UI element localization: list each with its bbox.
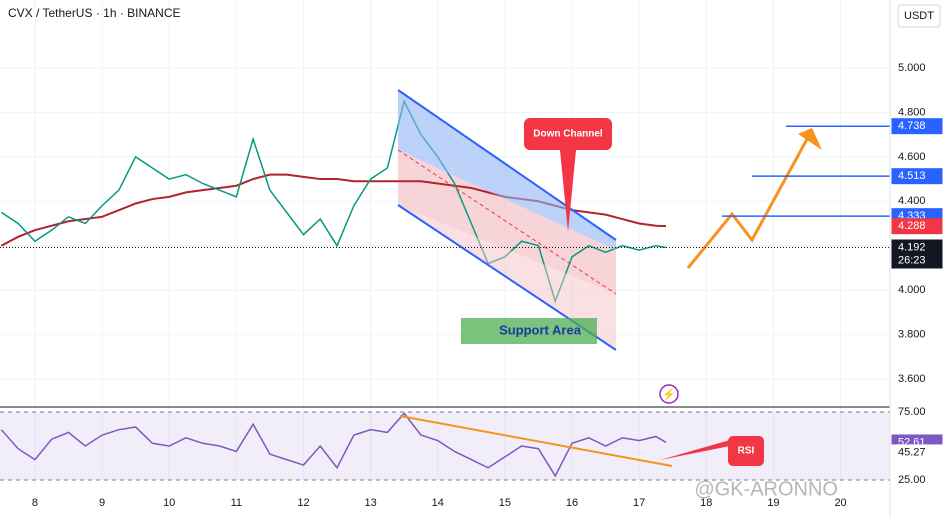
x-tick-label: 9 xyxy=(99,497,105,509)
x-tick-label: 13 xyxy=(364,497,376,509)
series-line xyxy=(0,412,667,478)
channel-mid xyxy=(397,149,617,295)
y-tick-label: 4.000 xyxy=(898,284,926,296)
callout xyxy=(524,118,612,150)
y-tick-label: 4.400 xyxy=(898,195,926,207)
rsi-callout xyxy=(660,440,730,460)
level-label: 4.738 xyxy=(898,120,926,132)
y-tick-label: 5.000 xyxy=(898,62,926,74)
level-tag xyxy=(891,118,943,135)
rsi-label: RSI xyxy=(738,446,755,457)
x-tick-label: 10 xyxy=(163,497,175,509)
title: CVX / TetherUS · 1h · BINANCE xyxy=(8,6,181,20)
level-tag xyxy=(891,168,943,185)
x-tick-label: 11 xyxy=(231,497,242,509)
x-tick-label: 12 xyxy=(297,497,309,509)
projection xyxy=(686,129,814,269)
x-tick-label: 16 xyxy=(566,497,578,509)
level-label: 4.288 xyxy=(898,220,926,232)
x-tick-label: 15 xyxy=(499,497,511,509)
y-tick-label: 25.00 xyxy=(898,474,926,486)
y-tick-label: 4.800 xyxy=(898,106,926,118)
currency: USDT xyxy=(904,10,934,22)
level-tag xyxy=(891,239,943,269)
x-tick-label: 17 xyxy=(633,497,645,509)
icon xyxy=(659,384,679,404)
currency-box xyxy=(897,4,941,28)
y-tick-label: 75.00 xyxy=(898,406,926,418)
callout-label: Down Channel xyxy=(533,129,603,140)
x-tick-label: 18 xyxy=(700,497,712,509)
y-tick-label: 3.800 xyxy=(898,328,926,340)
channel-upper xyxy=(398,90,616,250)
rsi-trend xyxy=(399,415,673,467)
level-tag xyxy=(891,218,943,235)
y-tick-label: 3.600 xyxy=(898,373,926,385)
y-tick-label: 4.600 xyxy=(898,151,926,163)
support-box xyxy=(461,318,597,344)
watermark: @GK-ARONNO xyxy=(694,478,838,500)
projection-head xyxy=(798,128,822,150)
icon-glyph: ⚡ xyxy=(662,388,676,401)
timer: 26:23 xyxy=(898,254,926,266)
x-tick-label: 19 xyxy=(767,497,779,509)
support-label: Support Area xyxy=(499,322,582,337)
x-tick-label: 8 xyxy=(32,497,38,509)
x-tick-label: 14 xyxy=(432,497,444,509)
rsi-callout-box xyxy=(728,436,764,466)
level-label: 45.27 xyxy=(898,446,926,458)
callout-pointer xyxy=(560,150,576,232)
level-tag xyxy=(891,444,943,461)
x-tick-label: 20 xyxy=(834,497,846,509)
level-label: 4.513 xyxy=(898,170,926,182)
channel-line xyxy=(397,89,617,241)
level-label: 4.192 xyxy=(898,241,926,253)
